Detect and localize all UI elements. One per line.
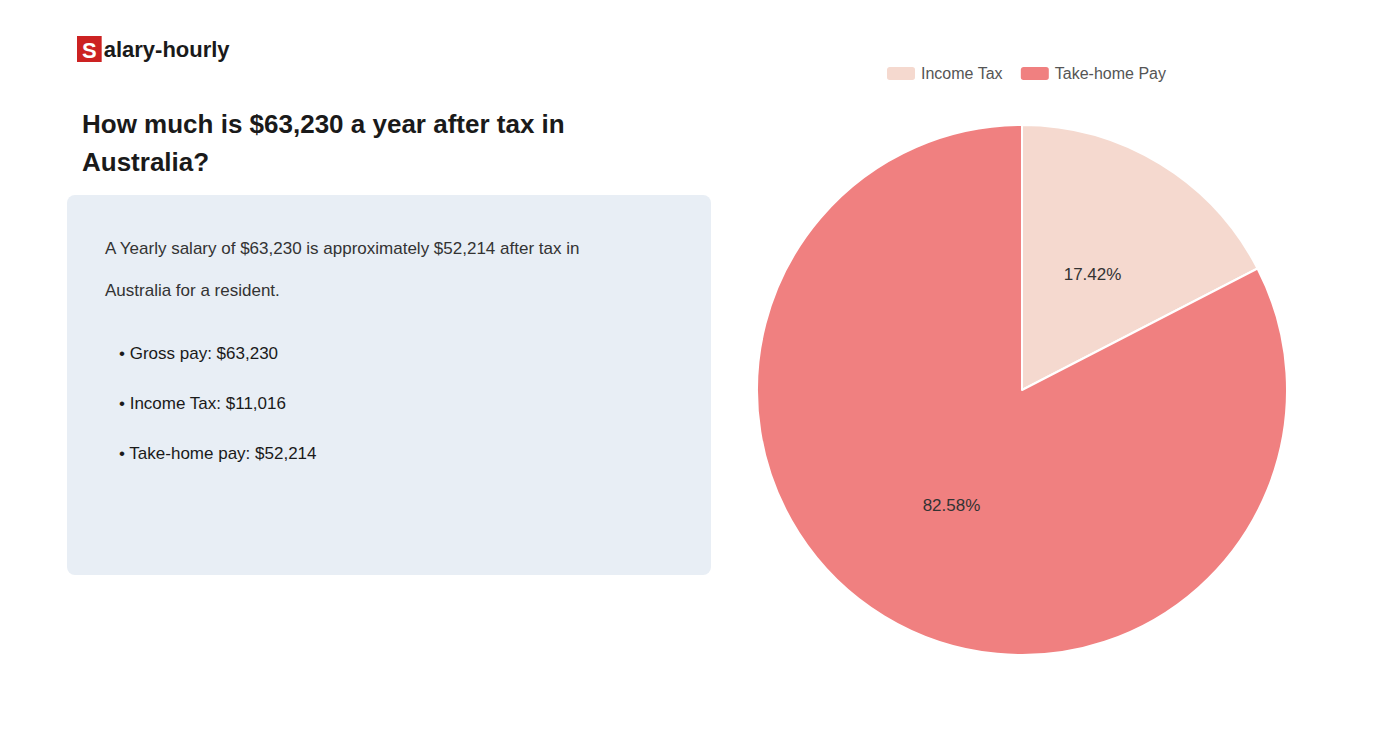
svg-text:• Take-home pay: $52,214: • Take-home pay: $52,214 xyxy=(119,444,317,463)
svg-text:17.42%: 17.42% xyxy=(1064,265,1122,284)
svg-text:• Income Tax: $11,016: • Income Tax: $11,016 xyxy=(119,394,286,413)
svg-text:How much is $63,230 a year aft: How much is $63,230 a year after tax in xyxy=(82,109,565,139)
svg-text:Australia?: Australia? xyxy=(82,147,209,177)
svg-text:Take-home Pay: Take-home Pay xyxy=(1055,65,1166,82)
svg-text:alary-hourly: alary-hourly xyxy=(104,37,231,62)
svg-text:S: S xyxy=(82,38,97,63)
svg-text:Australia for a resident.: Australia for a resident. xyxy=(105,281,280,300)
svg-text:82.58%: 82.58% xyxy=(923,496,981,515)
svg-text:A Yearly salary of $63,230 is: A Yearly salary of $63,230 is approximat… xyxy=(105,239,579,258)
svg-text:Income Tax: Income Tax xyxy=(921,65,1003,82)
svg-text:• Gross pay: $63,230: • Gross pay: $63,230 xyxy=(119,344,278,363)
